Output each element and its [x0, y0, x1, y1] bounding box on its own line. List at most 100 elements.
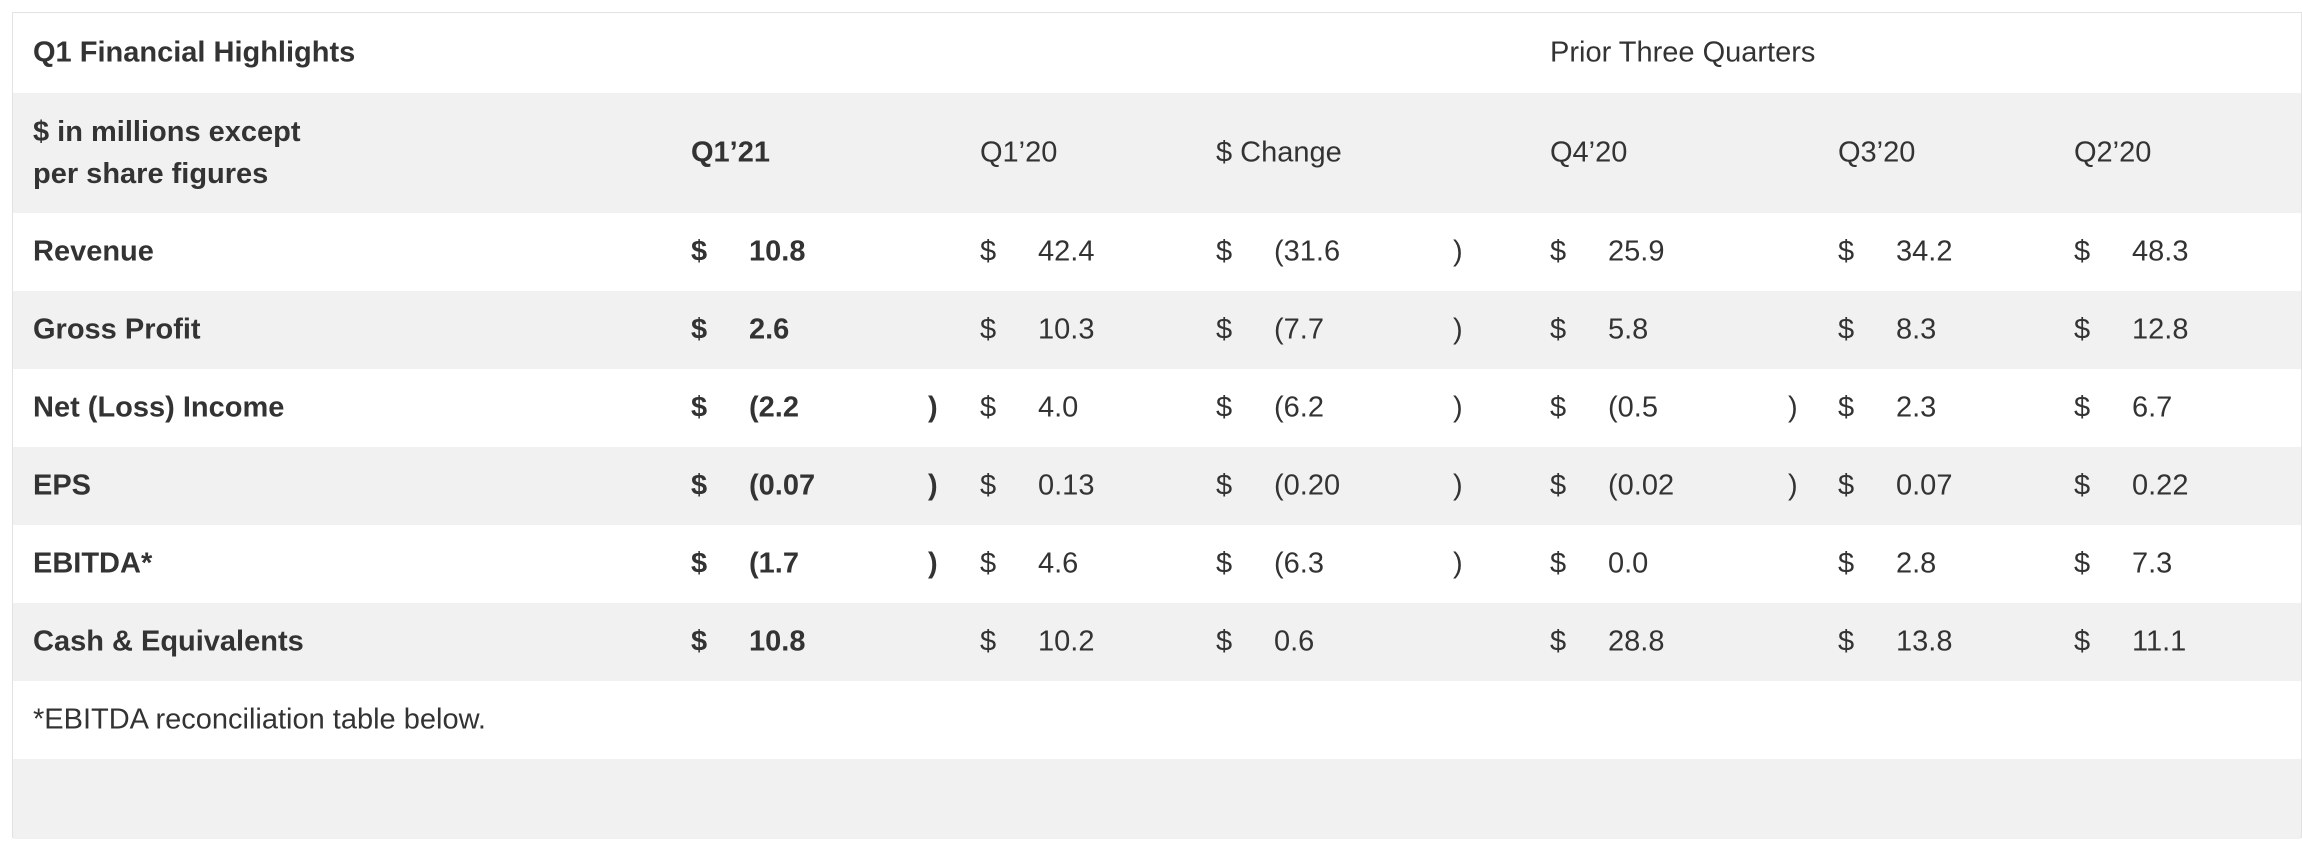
currency-symbol: $ — [980, 625, 997, 658]
table-row: EPS $ (0.07) $0.13 $ (0.20) $ (0.02) $0.07 $0.22 — [13, 447, 2301, 525]
table-row: Gross Profit $2.6 $10.3 $ (7.7) $5.8 $8.3 $12.8 — [13, 291, 2301, 369]
currency-symbol: $ — [2074, 625, 2091, 658]
currency-symbol: $ — [1838, 625, 1855, 658]
currency-symbol: $ — [1838, 547, 1855, 580]
cell-value: 2.6 — [749, 313, 790, 346]
closing-parenthesis: ) — [1788, 391, 1798, 424]
closing-parenthesis: ) — [1453, 547, 1463, 580]
currency-symbol: $ — [1550, 469, 1567, 502]
cell-value: 10.8 — [749, 625, 806, 658]
footnote: *EBITDA reconciliation table below. — [33, 703, 486, 736]
cell-value: 0.6 — [1274, 625, 1315, 658]
column-header-change: $ Change — [1216, 136, 1342, 169]
currency-symbol: $ — [1216, 547, 1233, 580]
column-header-q3-20: Q3’20 — [1838, 136, 1916, 169]
cell-value: 0.22 — [2132, 469, 2189, 502]
cell-value: (6.2 — [1274, 391, 1324, 424]
currency-symbol: $ — [1838, 391, 1855, 424]
currency-symbol: $ — [980, 235, 997, 268]
row-label: Revenue — [33, 235, 154, 268]
currency-symbol: $ — [691, 235, 708, 268]
cell-value: 11.1 — [2132, 625, 2187, 658]
cell-value: (6.3 — [1274, 547, 1324, 580]
row-label: EBITDA* — [33, 547, 153, 580]
cell-value: (0.07 — [749, 469, 816, 502]
currency-symbol: $ — [2074, 235, 2091, 268]
cell-value: 2.8 — [1896, 547, 1937, 580]
cell-value: (7.7 — [1274, 313, 1324, 346]
currency-symbol: $ — [980, 313, 997, 346]
cell-value: 7.3 — [2132, 547, 2173, 580]
currency-symbol: $ — [1550, 547, 1567, 580]
table-title: Q1 Financial Highlights — [33, 36, 356, 69]
units-note: $ in millions except per share figures — [33, 111, 301, 195]
currency-symbol: $ — [1838, 313, 1855, 346]
cell-value: (1.7 — [749, 547, 799, 580]
cell-value: 6.7 — [2132, 391, 2173, 424]
column-header-q1-21: Q1’21 — [691, 136, 770, 169]
currency-symbol: $ — [2074, 469, 2091, 502]
cell-value: 42.4 — [1038, 235, 1095, 268]
currency-symbol: $ — [1838, 469, 1855, 502]
currency-symbol: $ — [691, 469, 708, 502]
currency-symbol: $ — [1216, 235, 1233, 268]
cell-value: 0.0 — [1608, 547, 1649, 580]
column-header-q2-20: Q2’20 — [2074, 136, 2152, 169]
currency-symbol: $ — [691, 547, 708, 580]
table-row: Cash & Equivalents $10.8 $10.2 $0.6 $28.8 $13… — [13, 603, 2301, 681]
cell-value: 8.3 — [1896, 313, 1937, 346]
financial-highlights-table: Q1 Financial Highlights Prior Three Quar… — [12, 12, 2302, 839]
column-header-q1-20: Q1’20 — [980, 136, 1058, 169]
footnote-row: *EBITDA reconciliation table below. — [13, 681, 2301, 759]
cell-value: 25.9 — [1608, 235, 1665, 268]
currency-symbol: $ — [1550, 313, 1567, 346]
currency-symbol: $ — [691, 313, 708, 346]
column-header-row: $ in millions except per share figures Q… — [13, 93, 2301, 213]
table-row: Net (Loss) Income $ (2.2) $4.0 $ (6.2) $ (0.5) $… — [13, 369, 2301, 447]
closing-parenthesis: ) — [928, 469, 938, 502]
cell-value: 10.3 — [1038, 313, 1095, 346]
closing-parenthesis: ) — [928, 547, 938, 580]
table-row: EBITDA* $ (1.7) $4.6 $ (6.3) $0.0 $2.8 $7.3 — [13, 525, 2301, 603]
currency-symbol: $ — [980, 391, 997, 424]
cell-value: 0.13 — [1038, 469, 1095, 502]
cell-value: 4.0 — [1038, 391, 1079, 424]
cell-value: 34.2 — [1896, 235, 1953, 268]
closing-parenthesis: ) — [1453, 313, 1463, 346]
cell-value: 10.2 — [1038, 625, 1095, 658]
currency-symbol: $ — [1550, 391, 1567, 424]
currency-symbol: $ — [1216, 313, 1233, 346]
cell-value: 5.8 — [1608, 313, 1649, 346]
prior-quarters-label: Prior Three Quarters — [1550, 36, 1816, 69]
currency-symbol: $ — [691, 391, 708, 424]
row-label: Cash & Equivalents — [33, 625, 304, 658]
currency-symbol: $ — [2074, 391, 2091, 424]
currency-symbol: $ — [1838, 235, 1855, 268]
currency-symbol: $ — [2074, 547, 2091, 580]
closing-parenthesis: ) — [928, 391, 938, 424]
units-note-line2: per share figures — [33, 158, 269, 190]
currency-symbol: $ — [1216, 469, 1233, 502]
currency-symbol: $ — [1550, 625, 1567, 658]
currency-symbol: $ — [691, 625, 708, 658]
currency-symbol: $ — [1550, 235, 1567, 268]
closing-parenthesis: ) — [1788, 469, 1798, 502]
cell-value: (0.02 — [1608, 469, 1675, 502]
closing-parenthesis: ) — [1453, 391, 1463, 424]
units-note-line1: $ in millions except — [33, 116, 301, 148]
column-header-q4-20: Q4’20 — [1550, 136, 1628, 169]
empty-row — [13, 759, 2301, 839]
cell-value: (0.20 — [1274, 469, 1341, 502]
cell-value: (2.2 — [749, 391, 799, 424]
table-header-row: Q1 Financial Highlights Prior Three Quar… — [13, 13, 2301, 93]
cell-value: 2.3 — [1896, 391, 1937, 424]
cell-value: 12.8 — [2132, 313, 2189, 346]
cell-value: (31.6 — [1274, 235, 1341, 268]
cell-value: 28.8 — [1608, 625, 1665, 658]
cell-value: 10.8 — [749, 235, 806, 268]
currency-symbol: $ — [1216, 391, 1233, 424]
currency-symbol: $ — [980, 469, 997, 502]
cell-value: 13.8 — [1896, 625, 1953, 658]
closing-parenthesis: ) — [1453, 235, 1463, 268]
currency-symbol: $ — [2074, 313, 2091, 346]
